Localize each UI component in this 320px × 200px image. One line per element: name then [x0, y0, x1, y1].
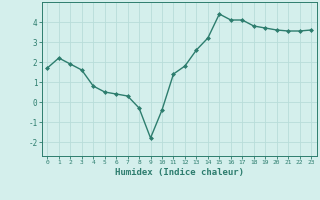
X-axis label: Humidex (Indice chaleur): Humidex (Indice chaleur) — [115, 168, 244, 177]
